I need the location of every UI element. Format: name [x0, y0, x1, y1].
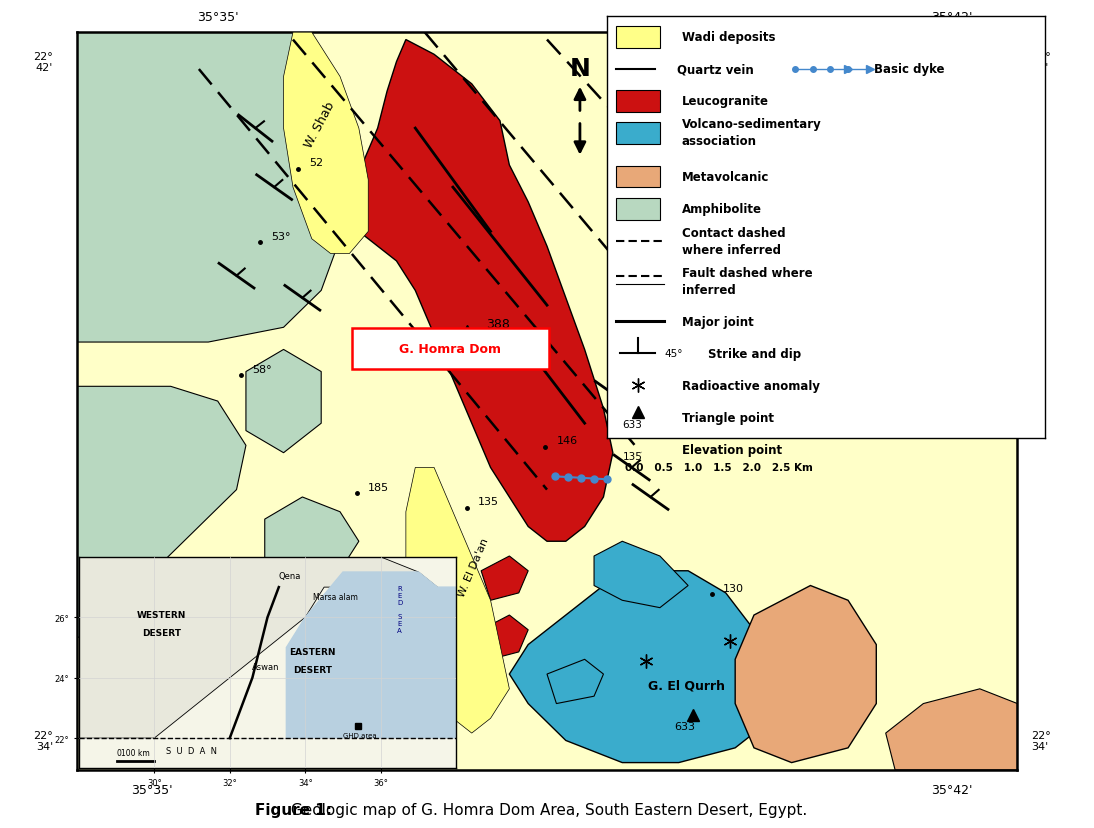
Text: 35°42': 35°42' — [931, 783, 973, 797]
Polygon shape — [79, 557, 438, 739]
Text: DESERT: DESERT — [293, 665, 333, 674]
Bar — [616, 166, 660, 188]
Text: Metavolcanic: Metavolcanic — [682, 171, 769, 184]
Text: Strike and dip: Strike and dip — [708, 347, 801, 360]
Text: Elevation point: Elevation point — [682, 444, 782, 456]
Text: Volcano-sedimentary: Volcano-sedimentary — [682, 118, 822, 131]
Text: R
E
D
 
S
E
A: R E D S E A — [397, 585, 403, 633]
Text: 0: 0 — [116, 748, 121, 757]
Text: Marsa alam: Marsa alam — [313, 593, 358, 601]
Text: WESTERN: WESTERN — [137, 610, 186, 619]
Text: 58°: 58° — [253, 364, 272, 374]
Text: W. Ibib: W. Ibib — [792, 383, 819, 427]
Bar — [863, 481, 922, 492]
Text: 633: 633 — [622, 419, 642, 429]
Text: EASTERN: EASTERN — [290, 647, 336, 656]
Polygon shape — [453, 659, 500, 704]
Bar — [625, 481, 684, 492]
Text: DESERT: DESERT — [142, 628, 182, 638]
Text: W. Shab: W. Shab — [302, 100, 337, 151]
Bar — [744, 481, 803, 492]
Polygon shape — [77, 387, 246, 638]
Text: Figure 1:: Figure 1: — [255, 802, 331, 817]
Polygon shape — [594, 542, 688, 608]
Text: 135: 135 — [622, 451, 642, 461]
Text: Basic dyke: Basic dyke — [874, 63, 944, 76]
Polygon shape — [349, 41, 613, 542]
Text: 35°35': 35°35' — [131, 783, 173, 797]
Bar — [616, 123, 660, 145]
Polygon shape — [406, 468, 510, 734]
Text: W. El Da'an: W. El Da'an — [456, 537, 490, 599]
Text: S  U  D  A  N: S U D A N — [166, 746, 218, 755]
Text: Qena: Qena — [279, 571, 301, 580]
Polygon shape — [287, 572, 456, 739]
Text: association: association — [682, 135, 757, 148]
Text: 633: 633 — [674, 721, 695, 731]
Text: Fault dashed where: Fault dashed where — [682, 267, 812, 280]
Text: 100 km: 100 km — [121, 748, 150, 757]
Text: 22°
42': 22° 42' — [1032, 52, 1051, 74]
Text: G. El Qurrh: G. El Qurrh — [648, 679, 724, 691]
Text: Radioactive anomaly: Radioactive anomaly — [682, 379, 819, 392]
Polygon shape — [547, 659, 604, 704]
Text: Quartz vein: Quartz vein — [677, 63, 754, 76]
Polygon shape — [246, 350, 322, 453]
Text: GHD area: GHD area — [344, 732, 376, 738]
Text: 22°
34': 22° 34' — [33, 729, 54, 751]
Text: 130: 130 — [723, 583, 744, 593]
Polygon shape — [481, 615, 528, 659]
Text: N: N — [570, 57, 591, 81]
Text: inferred: inferred — [682, 283, 735, 296]
Text: 146: 146 — [557, 436, 578, 445]
Text: Major joint: Major joint — [682, 315, 754, 328]
Text: Amphibolite: Amphibolite — [682, 203, 761, 216]
Text: 0.0   0.5   1.0   1.5   2.0   2.5 Km: 0.0 0.5 1.0 1.5 2.0 2.5 Km — [625, 462, 813, 473]
Text: Geologic map of G. Homra Dom Area, South Eastern Desert, Egypt.: Geologic map of G. Homra Dom Area, South… — [287, 802, 807, 817]
Text: Contact dashed: Contact dashed — [682, 227, 785, 239]
Text: Triangle point: Triangle point — [682, 412, 773, 425]
Text: 22°
34': 22° 34' — [1032, 729, 1051, 751]
FancyBboxPatch shape — [352, 329, 549, 370]
Polygon shape — [79, 557, 456, 768]
Text: Wadi deposits: Wadi deposits — [682, 31, 775, 44]
Text: 35°35': 35°35' — [197, 12, 238, 24]
Bar — [684, 481, 744, 492]
Polygon shape — [735, 586, 876, 763]
Bar — [803, 481, 863, 492]
Text: 185: 185 — [369, 482, 389, 492]
Bar — [616, 199, 660, 220]
Text: 388: 388 — [486, 318, 510, 331]
Bar — [616, 26, 660, 49]
Polygon shape — [77, 33, 340, 343]
Text: Leucogranite: Leucogranite — [682, 95, 769, 108]
Polygon shape — [510, 571, 772, 763]
Text: 52: 52 — [309, 158, 323, 168]
Text: Aswan: Aswan — [253, 662, 280, 671]
Text: 22°
42': 22° 42' — [33, 52, 54, 74]
Text: 53°: 53° — [271, 232, 291, 242]
Text: 135: 135 — [478, 497, 499, 507]
Text: where inferred: where inferred — [682, 243, 780, 257]
Polygon shape — [886, 689, 1017, 770]
Text: G. Homra Dom: G. Homra Dom — [399, 343, 501, 356]
Bar — [616, 91, 660, 113]
Polygon shape — [481, 556, 528, 600]
Text: 45°: 45° — [664, 349, 683, 359]
Text: 35°42': 35°42' — [931, 12, 973, 24]
Polygon shape — [283, 33, 369, 254]
Polygon shape — [265, 498, 359, 579]
